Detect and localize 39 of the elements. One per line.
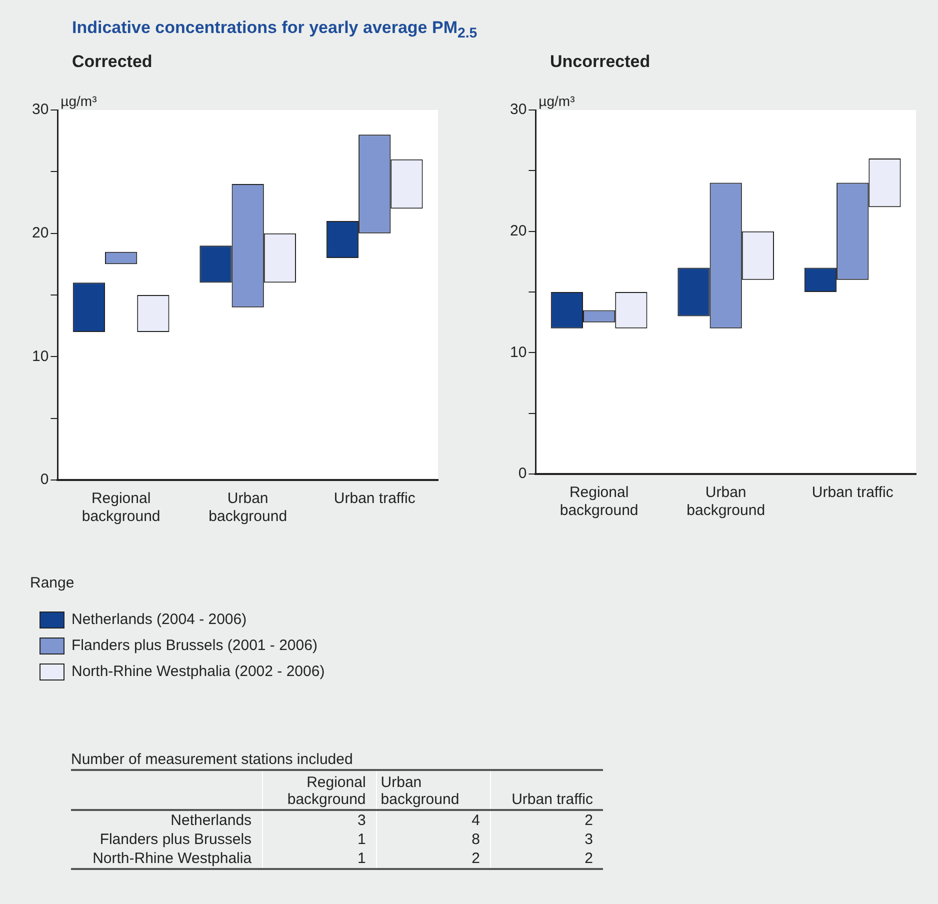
legend-label: Netherlands (2004 - 2006) bbox=[72, 611, 247, 628]
y-tick-label: 10 bbox=[32, 348, 49, 365]
x-tick-label: Regional background bbox=[82, 490, 160, 526]
chart-title: Indicative concentrations for yearly average PM$_{2.5}$ bbox=[72, 18, 478, 42]
y-tick-label: North-Rhine Westphalia bbox=[71, 849, 262, 869]
data-label: 2 bbox=[490, 849, 603, 869]
x-tick-label: Urban background bbox=[686, 484, 766, 520]
y-tick-label: 20 bbox=[510, 222, 527, 240]
legend-label: Flanders plus Brussels (2001 - 2006) bbox=[72, 637, 318, 654]
chart-subtitle: Uncorrected bbox=[550, 52, 650, 72]
x-tick-label: Urban traffic bbox=[334, 490, 416, 508]
y-tick-label: 30 bbox=[510, 101, 527, 118]
y-tick-label: Netherlands bbox=[170, 811, 253, 830]
x-tick-label: Regional background bbox=[262, 770, 376, 810]
legend-label: North-Rhine Westphalia (2002 - 2006) bbox=[72, 663, 325, 680]
data-label: 2 bbox=[490, 810, 603, 830]
data-label: 3 bbox=[490, 830, 603, 849]
data-label: 1 bbox=[262, 830, 376, 849]
y-axis-title: µg/m³ bbox=[538, 92, 576, 109]
y-tick-label: 30 bbox=[32, 101, 49, 118]
data-label: 3 bbox=[262, 810, 376, 830]
data-label: 8 bbox=[376, 830, 491, 849]
y-tick-label: 0 bbox=[518, 465, 527, 482]
x-tick-label: Urban background bbox=[376, 770, 491, 810]
data-label: 2 bbox=[376, 849, 491, 869]
y-tick-label: 0 bbox=[40, 471, 49, 488]
x-tick-label: Urban traffic bbox=[490, 770, 603, 810]
x-tick-label: Urban traffic bbox=[812, 484, 894, 502]
y-tick-label: 20 bbox=[32, 224, 49, 242]
data-label: 4 bbox=[376, 810, 491, 830]
y-axis-title: µg/m³ bbox=[60, 92, 98, 109]
x-tick-label: Urban background bbox=[208, 490, 288, 526]
y-tick-label: 10 bbox=[510, 344, 527, 361]
chart-subtitle: Corrected bbox=[72, 52, 152, 72]
y-tick-label: Flanders plus Brussels bbox=[98, 830, 253, 849]
chart-title: Number of measurement stations included bbox=[71, 750, 603, 770]
x-tick-label: Regional background bbox=[560, 484, 638, 520]
data-label: 1 bbox=[262, 849, 376, 869]
legend-title: Range bbox=[30, 574, 74, 592]
